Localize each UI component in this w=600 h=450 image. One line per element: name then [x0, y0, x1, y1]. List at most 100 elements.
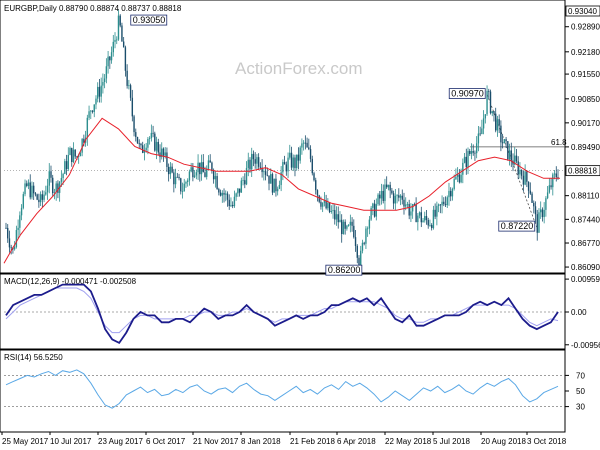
- candle-body: [212, 170, 215, 180]
- candle-body: [252, 153, 255, 160]
- candle-body: [446, 197, 448, 206]
- candle-body: [238, 188, 241, 193]
- candle-body: [299, 147, 301, 161]
- candle-body: [259, 166, 262, 168]
- candle-body: [496, 119, 499, 131]
- candle-body: [363, 242, 365, 244]
- candle-body: [91, 110, 94, 112]
- price-tick-label: 0.92890: [571, 23, 600, 32]
- candle-body: [337, 214, 339, 223]
- candle-body: [77, 156, 80, 157]
- candle-body: [181, 191, 184, 193]
- candle-body: [498, 119, 500, 126]
- candle-body: [244, 180, 246, 185]
- candle-body: [474, 152, 476, 154]
- candle-body: [209, 160, 211, 163]
- candle-body: [304, 142, 307, 144]
- moving-average-line: [3, 117, 560, 264]
- candle-body: [88, 111, 90, 118]
- current-price-box: [565, 165, 600, 177]
- candle-body: [60, 178, 63, 182]
- candle-body: [410, 211, 412, 216]
- candle-body: [171, 166, 173, 173]
- candle-body: [510, 150, 512, 161]
- candle-body: [237, 188, 239, 194]
- candle-body: [297, 154, 300, 161]
- candle-body: [526, 171, 528, 182]
- candle-body: [488, 90, 490, 92]
- candle-body: [169, 166, 172, 175]
- candle-body: [100, 85, 102, 97]
- candle-body: [110, 52, 113, 61]
- candle-body: [117, 15, 120, 40]
- candle-body: [486, 90, 488, 115]
- candle-body: [306, 142, 308, 148]
- candle-body: [20, 207, 23, 216]
- candle-body: [507, 141, 509, 160]
- candle-body: [432, 209, 435, 229]
- candle-body: [52, 177, 54, 194]
- candle-body: [538, 212, 540, 233]
- candle-body: [97, 86, 99, 99]
- candle-body: [425, 216, 428, 220]
- candle-body: [216, 176, 218, 190]
- candle-body: [514, 155, 516, 165]
- candle-body: [370, 207, 372, 220]
- candle-body: [311, 158, 313, 174]
- candle-body: [155, 141, 158, 151]
- candle-body: [276, 188, 279, 192]
- x-tick-label: 21 Feb 2018: [290, 437, 335, 446]
- candle-body: [405, 204, 407, 207]
- price-annotation: 0.90970: [448, 88, 486, 99]
- candle-body: [93, 104, 95, 112]
- candle-body: [64, 161, 66, 174]
- candle-body: [335, 214, 338, 220]
- candle-body: [417, 215, 419, 223]
- candle-body: [358, 257, 360, 266]
- candle-body: [167, 166, 170, 175]
- candle-body: [403, 199, 405, 207]
- rsi-tick-label: 50: [576, 387, 585, 396]
- candle-body: [119, 15, 121, 26]
- candle-body: [34, 193, 37, 195]
- candle-body: [394, 195, 397, 204]
- candle-body: [264, 171, 267, 175]
- candle-body: [289, 152, 291, 158]
- candle-body: [534, 206, 537, 215]
- price-panel-frame: [0, 0, 566, 274]
- candle-body: [420, 212, 422, 223]
- candle-body: [261, 167, 263, 173]
- candle-body: [199, 162, 201, 175]
- candle-body: [45, 192, 47, 195]
- candle-body: [8, 238, 11, 248]
- candle-body: [214, 176, 217, 180]
- x-tick-label: 21 Nov 2017: [193, 437, 239, 446]
- candle-body: [140, 143, 142, 146]
- candle-body: [90, 110, 92, 112]
- candle-body: [131, 97, 134, 117]
- annotation-box: [130, 14, 168, 26]
- candle-body: [413, 204, 416, 205]
- candle-body: [552, 174, 554, 188]
- candle-body: [83, 138, 85, 143]
- candle-body: [372, 203, 374, 208]
- candle-body: [22, 194, 25, 208]
- candle-body: [346, 225, 348, 229]
- candle-body: [477, 133, 480, 144]
- candle-body: [321, 202, 324, 207]
- price-axis: 0.92890 0.92180 0.91550 0.90850 0.90170 0.894…: [565, 5, 600, 272]
- candle-body: [223, 192, 225, 195]
- candle-body: [183, 183, 185, 192]
- macd-signal-line: [5, 287, 559, 334]
- candle-body: [441, 201, 443, 206]
- candle-body: [377, 194, 379, 205]
- candle-body: [527, 181, 530, 191]
- candle-body: [128, 85, 130, 87]
- candle-body: [278, 184, 281, 189]
- candle-body: [67, 154, 69, 170]
- candle-body: [354, 237, 357, 246]
- candle-body: [95, 98, 97, 105]
- candle-body: [263, 171, 265, 173]
- candle-body: [505, 139, 507, 142]
- candle-body: [240, 180, 243, 193]
